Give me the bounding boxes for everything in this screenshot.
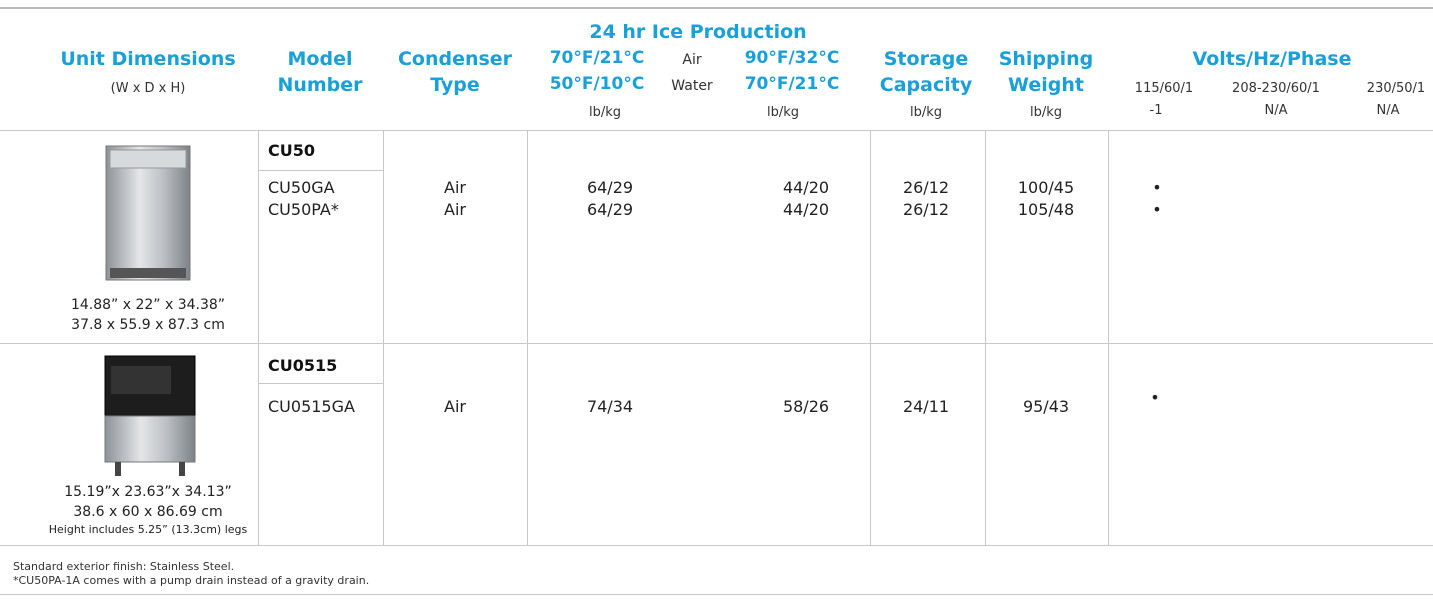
header-sub: 115/60/1 bbox=[1135, 82, 1193, 95]
header: 24 hr Ice Production bbox=[589, 23, 806, 42]
header-sub: 230/50/1 bbox=[1367, 82, 1425, 95]
col-rule bbox=[1108, 130, 1109, 545]
header-sub: Water bbox=[671, 79, 712, 93]
storage: 24/11 bbox=[903, 399, 949, 415]
ice-production: 58/26 bbox=[783, 399, 829, 415]
header-temp: 50°F/10°C bbox=[550, 76, 645, 93]
bottom-rule bbox=[0, 594, 1433, 595]
family: CU50 bbox=[268, 143, 315, 159]
condenser: Air bbox=[444, 180, 466, 196]
header-sub: N/A bbox=[1377, 104, 1400, 117]
col-rule bbox=[258, 130, 259, 545]
header: Capacity bbox=[880, 76, 972, 95]
ice-production: 64/29 bbox=[587, 202, 633, 218]
header: Storage bbox=[884, 50, 969, 69]
header-temp: 70°F/21°C bbox=[745, 76, 840, 93]
row-rule bbox=[0, 343, 1433, 344]
dimension: 15.19”x 23.63”x 34.13” bbox=[64, 485, 231, 499]
weight: 105/48 bbox=[1018, 202, 1074, 218]
header: Shipping bbox=[999, 50, 1094, 69]
product-image bbox=[88, 142, 208, 294]
header-sub: 208-230/60/1 bbox=[1232, 82, 1320, 95]
condenser: Air bbox=[444, 202, 466, 218]
product-image bbox=[95, 352, 205, 480]
model: CU50PA* bbox=[268, 202, 339, 218]
col-rule bbox=[985, 130, 986, 545]
family-rule bbox=[258, 383, 383, 384]
family: CU0515 bbox=[268, 358, 337, 374]
ice-production: 44/20 bbox=[783, 180, 829, 196]
footnote: *CU50PA-1A comes with a pump drain inste… bbox=[13, 575, 369, 586]
ice-production: 64/29 bbox=[587, 180, 633, 196]
dimension-note: Height includes 5.25” (13.3cm) legs bbox=[49, 524, 248, 535]
header: Weight bbox=[1008, 76, 1084, 95]
model: CU0515GA bbox=[268, 399, 355, 415]
header-sub: (W x D x H) bbox=[111, 82, 186, 95]
dimension: 38.6 x 60 x 86.69 cm bbox=[73, 505, 222, 519]
volt-bullet: • bbox=[1150, 390, 1159, 406]
col-rule bbox=[527, 130, 528, 545]
header-sub: N/A bbox=[1265, 104, 1288, 117]
ice-production: 74/34 bbox=[587, 399, 633, 415]
ice-production: 44/20 bbox=[783, 202, 829, 218]
header: Volts/Hz/Phase bbox=[1193, 50, 1352, 69]
top-rule bbox=[0, 7, 1433, 9]
model: CU50GA bbox=[268, 180, 335, 196]
family-rule bbox=[258, 170, 383, 171]
header-unit: lb/kg bbox=[1030, 106, 1062, 119]
header-rule bbox=[0, 130, 1433, 131]
weight: 95/43 bbox=[1023, 399, 1069, 415]
spec-sheet: Unit Dimensions (W x D x H) Model Number… bbox=[0, 0, 1433, 602]
col-rule bbox=[383, 130, 384, 545]
dimension: 14.88” x 22” x 34.38” bbox=[71, 298, 225, 312]
header-unit: lb/kg bbox=[589, 106, 621, 119]
header: Model bbox=[288, 50, 353, 69]
volt-bullet: • bbox=[1152, 202, 1161, 218]
header-temp: 70°F/21°C bbox=[550, 50, 645, 67]
header: Type bbox=[430, 76, 480, 95]
volt-bullet: • bbox=[1152, 180, 1161, 196]
header: Condenser bbox=[398, 50, 512, 69]
header: Number bbox=[277, 76, 362, 95]
dimension: 37.8 x 55.9 x 87.3 cm bbox=[71, 318, 225, 332]
weight: 100/45 bbox=[1018, 180, 1074, 196]
header-sub: -1 bbox=[1150, 104, 1163, 117]
header: Unit Dimensions bbox=[60, 50, 235, 69]
row-rule bbox=[0, 545, 1433, 546]
col-rule bbox=[870, 130, 871, 545]
header-sub: Air bbox=[682, 53, 701, 67]
footnote: Standard exterior finish: Stainless Stee… bbox=[13, 561, 234, 572]
storage: 26/12 bbox=[903, 180, 949, 196]
header-unit: lb/kg bbox=[767, 106, 799, 119]
storage: 26/12 bbox=[903, 202, 949, 218]
header-unit: lb/kg bbox=[910, 106, 942, 119]
condenser: Air bbox=[444, 399, 466, 415]
header-temp: 90°F/32°C bbox=[745, 50, 840, 67]
